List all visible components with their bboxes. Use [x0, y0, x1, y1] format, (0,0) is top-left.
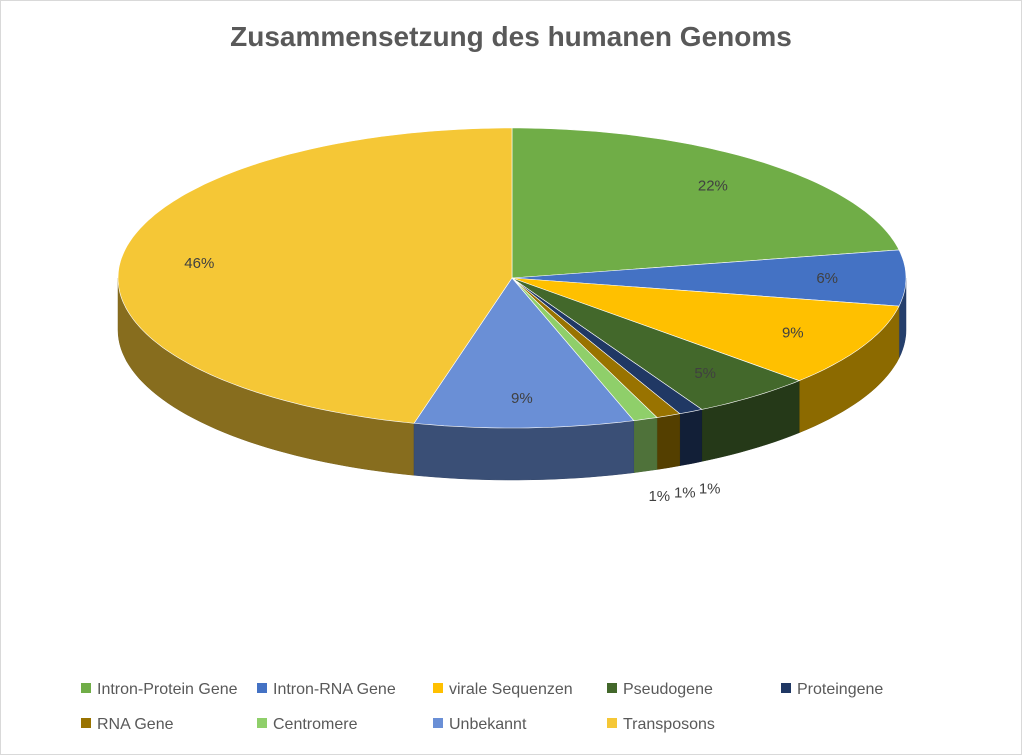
data-labels: 22%6%9%5%1%1%1%9%46%	[184, 178, 838, 506]
data-label-virale-sequenzen: 9%	[782, 325, 804, 342]
slice-virale-sequenzen	[511, 277, 900, 382]
legend-swatch	[257, 683, 267, 693]
data-label-intron-rna-gene: 6%	[816, 270, 838, 287]
slice-side-5	[656, 413, 681, 470]
slice-pseudogene	[511, 277, 801, 410]
legend-item-intron-protein-gene: Intron-Protein Gene	[81, 681, 238, 699]
pie-top	[117, 127, 907, 429]
slice-intron-rna-gene	[511, 249, 907, 307]
legend-label: Transposons	[623, 716, 715, 733]
legend-label: Pseudogene	[623, 681, 713, 698]
data-label-centromere: 1%	[648, 488, 670, 505]
legend-swatch	[433, 718, 443, 728]
legend-label: virale Sequenzen	[449, 681, 573, 698]
legend-item-intron-rna-gene: Intron-RNA Gene	[257, 681, 396, 699]
data-label-rna-gene: 1%	[674, 485, 696, 502]
pie-sides	[117, 277, 907, 481]
legend-swatch	[81, 718, 91, 728]
legend-item-virale-sequenzen: virale Sequenzen	[433, 681, 573, 699]
legend-label: Centromere	[273, 716, 358, 733]
data-label-unbekannt: 9%	[511, 390, 533, 407]
legend-label: Intron-RNA Gene	[273, 681, 396, 698]
legend-item-centromere: Centromere	[257, 716, 357, 734]
data-label-transposons: 46%	[184, 255, 214, 272]
legend-item-unbekannt: Unbekannt	[433, 716, 526, 734]
data-label-proteingene: 1%	[699, 481, 721, 498]
data-label-pseudogene: 5%	[694, 365, 716, 382]
slice-side-6	[633, 417, 658, 473]
slice-unbekannt	[413, 277, 635, 429]
pie-chart: 22%6%9%5%1%1%1%9%46%	[117, 127, 907, 506]
legend-swatch	[781, 683, 791, 693]
slice-intron-protein-gene	[511, 127, 900, 279]
legend-item-transposons: Transposons	[607, 716, 715, 734]
legend-label: Intron-Protein Gene	[97, 681, 238, 698]
slice-transposons	[117, 127, 513, 424]
legend-label: RNA Gene	[97, 716, 174, 733]
legend-swatch	[81, 683, 91, 693]
legend-swatch	[607, 683, 617, 693]
legend-item-proteingene: Proteingene	[781, 681, 883, 699]
legend-item-pseudogene: Pseudogene	[607, 681, 713, 699]
legend-swatch	[257, 718, 267, 728]
legend-swatch	[433, 683, 443, 693]
data-label-intron-protein-gene: 22%	[698, 178, 728, 195]
chart-title: Zusammensetzung des humanen Genoms	[230, 21, 792, 52]
slice-side-4	[679, 409, 703, 466]
legend-swatch	[607, 718, 617, 728]
slice-side-7	[413, 420, 635, 481]
legend-item-rna-gene: RNA Gene	[81, 716, 173, 734]
legend-label: Proteingene	[797, 681, 884, 698]
legend-label: Unbekannt	[449, 716, 527, 733]
